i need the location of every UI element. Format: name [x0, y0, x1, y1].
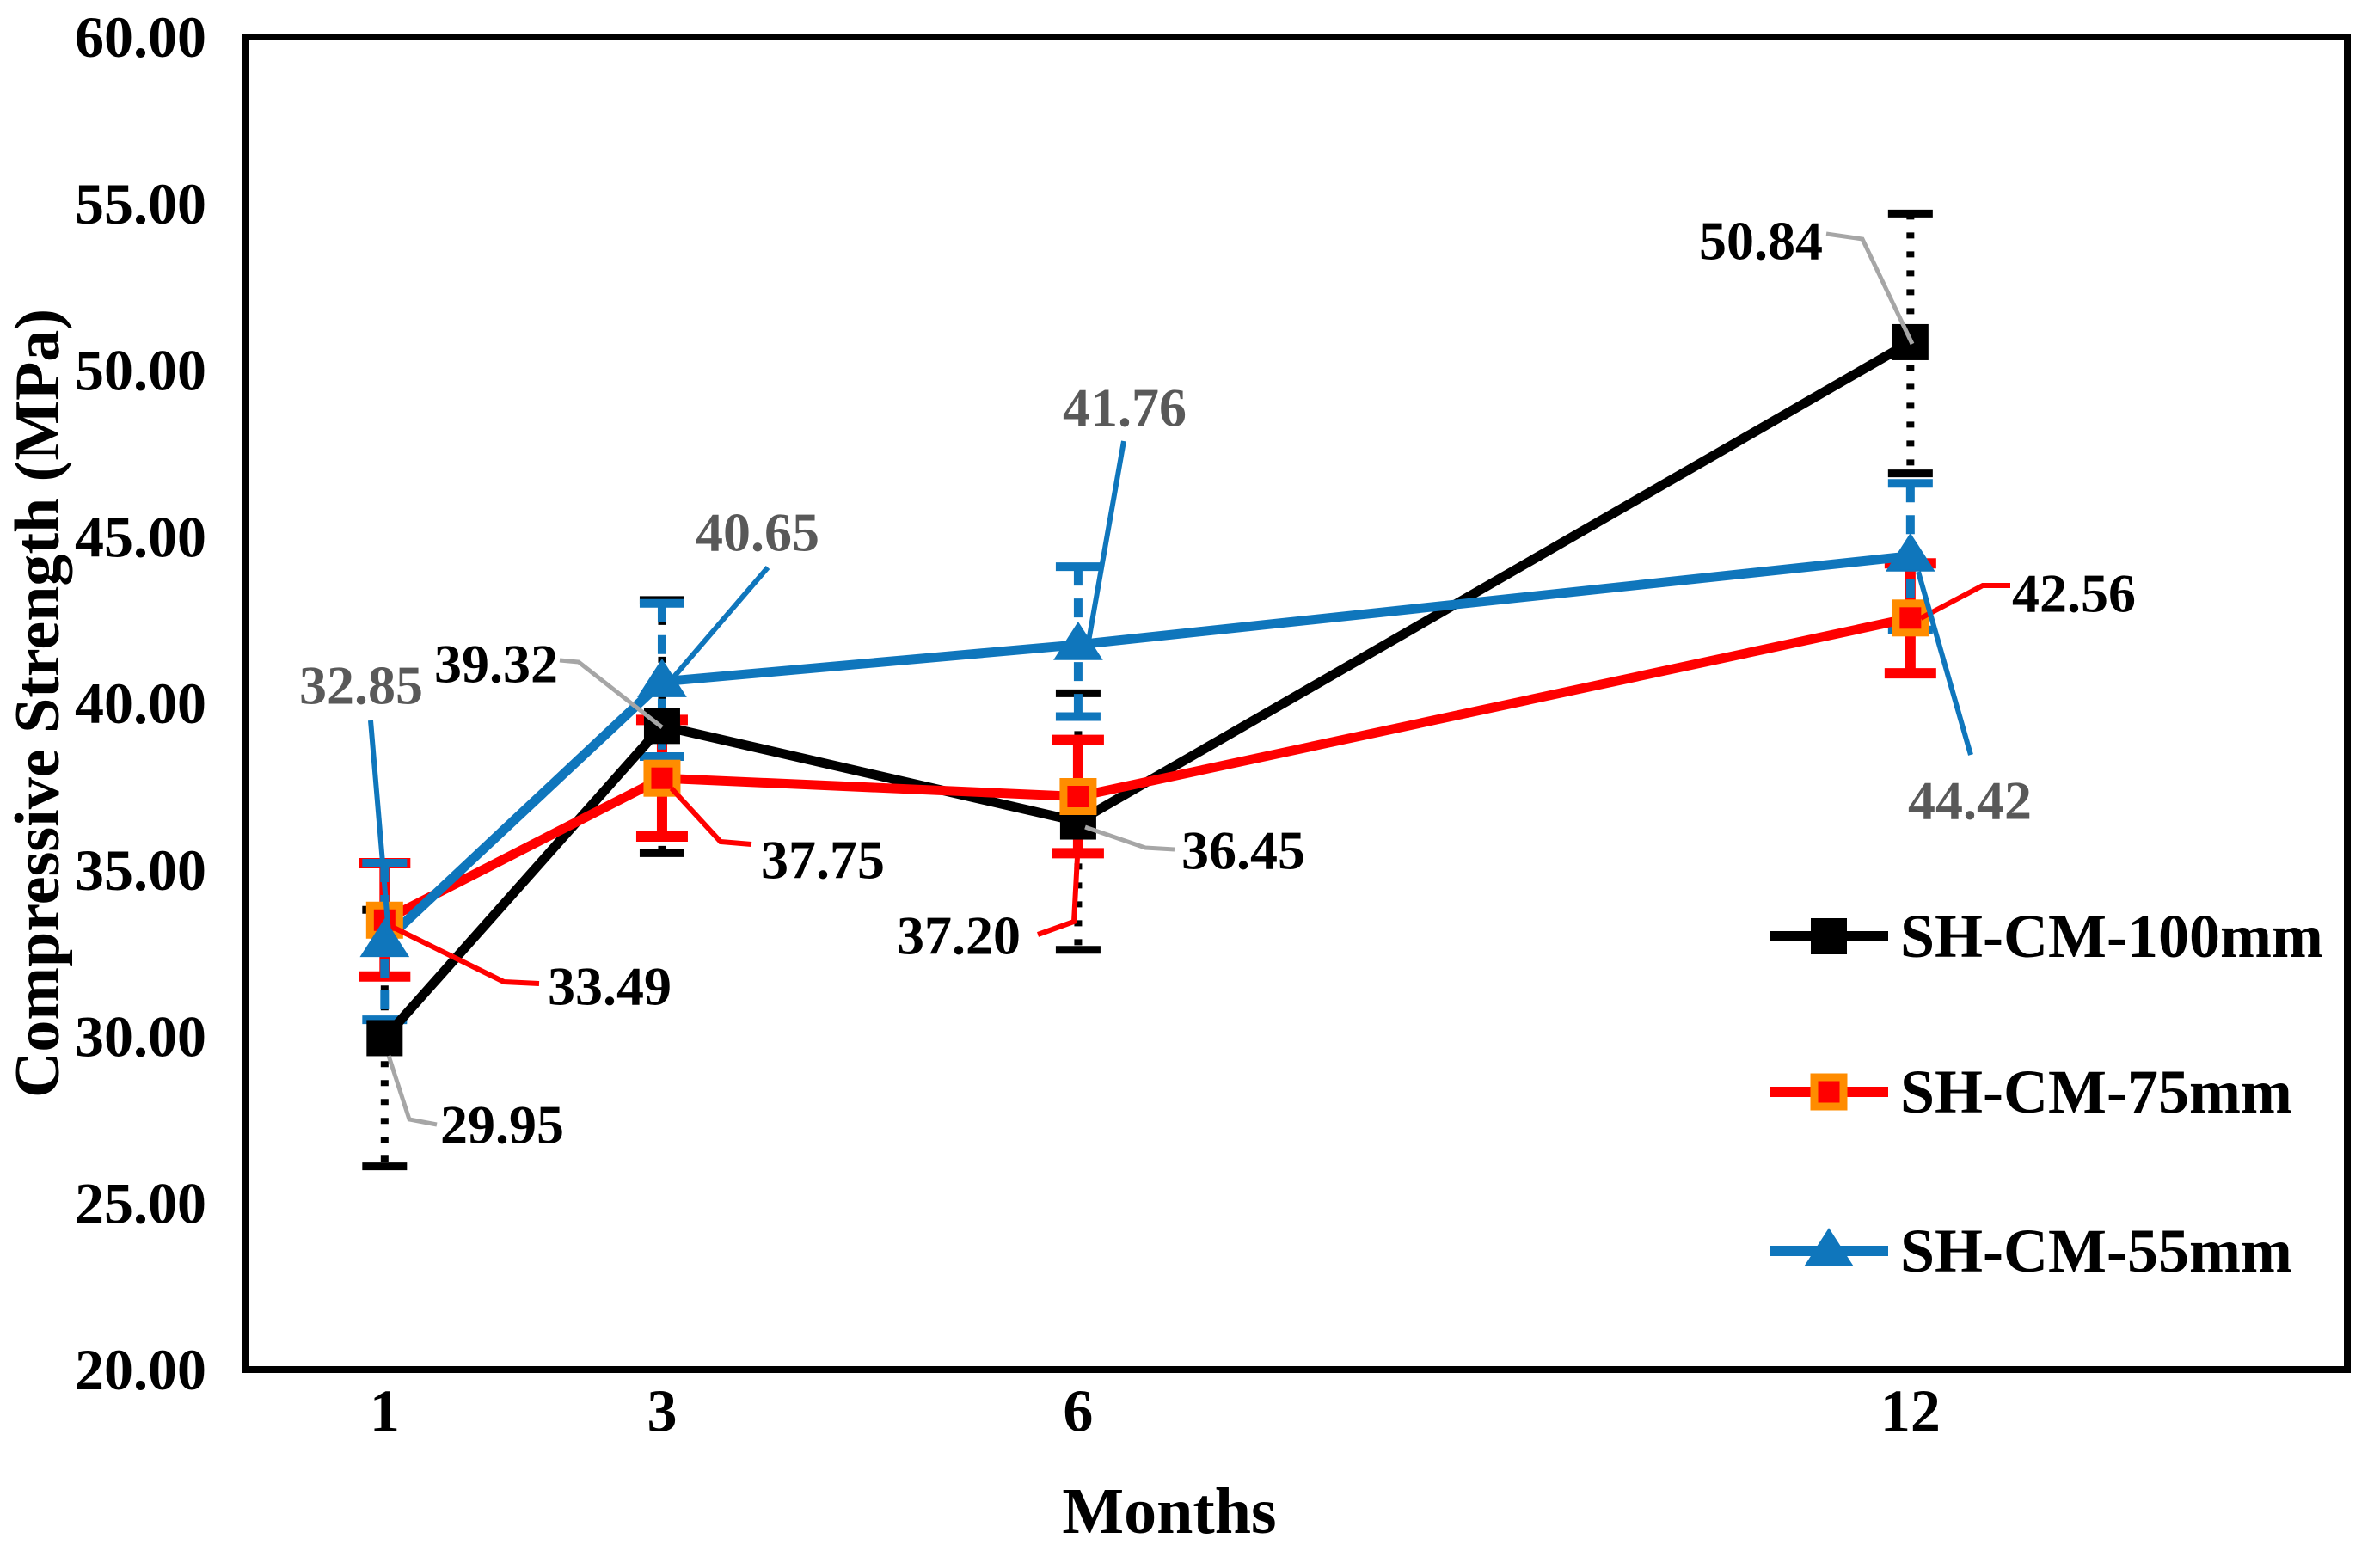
y-axis-tick-label: 25.00 — [75, 1170, 206, 1235]
x-axis-tick-label: 12 — [1880, 1379, 1941, 1445]
legend-label: SH-CM-75mm — [1900, 1057, 2292, 1126]
legend-item-SH-CM-100mm — [1770, 918, 1888, 954]
series-line-SH-CM-55mm — [379, 551, 1916, 947]
series-line-SH-CM-75mm — [379, 613, 1916, 925]
marker-SH-CM-100mm — [366, 1020, 403, 1057]
y-axis-tick-label: 45.00 — [75, 504, 206, 569]
legend-label: SH-CM-55mm — [1900, 1217, 2292, 1285]
marker-SH-CM-55mm — [359, 918, 410, 958]
annotation-leader-SH-CM-75mm — [1919, 583, 2010, 621]
marker-SH-CM-75mm — [1892, 599, 1929, 637]
annotation-leader-SH-CM-100mm — [1084, 824, 1175, 852]
y-axis-tick-label: 40.00 — [75, 671, 206, 736]
legend-label: SH-CM-100mm — [1900, 902, 2323, 971]
annotation-leader-SH-CM-100mm — [559, 658, 664, 729]
x-axis-tick-label: 3 — [647, 1379, 677, 1445]
legend-item-SH-CM-55mm — [1770, 1228, 1888, 1266]
annotation-label-SH-CM-100mm: 29.95 — [440, 1094, 564, 1155]
legend-item-SH-CM-75mm — [1770, 1073, 1888, 1111]
x-axis-title: Months — [1062, 1475, 1276, 1548]
annotation-leader-SH-CM-55mm — [1916, 571, 1973, 756]
marker-SH-CM-55mm — [1886, 532, 1935, 572]
marker-SH-CM-75mm — [1059, 778, 1097, 815]
y-axis-tick-label: 20.00 — [75, 1337, 206, 1402]
annotation-label-SH-CM-100mm: 39.32 — [434, 634, 558, 695]
annotation-label-SH-CM-55mm: 41.76 — [1063, 377, 1187, 438]
plot-border — [242, 34, 2351, 1373]
y-axis-tick-label: 55.00 — [75, 171, 206, 236]
annotation-leader-SH-CM-75mm — [669, 786, 752, 847]
y-axis-tick-label: 30.00 — [75, 1004, 206, 1070]
annotation-label-SH-CM-100mm: 50.84 — [1699, 211, 1823, 272]
y-axis-tick-label: 60.00 — [75, 4, 206, 70]
annotation-label-SH-CM-100mm: 36.45 — [1181, 820, 1305, 881]
x-axis-tick-label: 6 — [1063, 1379, 1093, 1445]
y-axis-title: Compressive Strength (MPa) — [3, 309, 73, 1098]
annotation-leader-SH-CM-100mm — [1825, 231, 1915, 346]
series-line-SH-CM-100mm — [379, 337, 1916, 1043]
annotation-leader-SH-CM-55mm — [661, 566, 770, 690]
annotation-leader-SH-CM-55mm — [368, 720, 391, 935]
annotation-label-SH-CM-55mm: 32.85 — [299, 655, 423, 716]
annotation-label-SH-CM-55mm: 44.42 — [1908, 770, 2032, 831]
y-axis-tick-label: 50.00 — [75, 338, 206, 403]
annotation-leader-SH-CM-100mm — [386, 1055, 438, 1127]
annotation-leader-SH-CM-75mm — [390, 924, 540, 986]
x-axis-tick-label: 1 — [370, 1379, 400, 1445]
legend-marker-square-icon — [1811, 918, 1847, 954]
error-bar-SH-CM-100mm — [1887, 209, 1933, 478]
y-axis-tick-label: 35.00 — [75, 837, 206, 903]
legend-marker-square-icon — [1810, 1073, 1848, 1111]
annotation-leader-SH-CM-55mm — [1086, 440, 1126, 642]
annotation-label-SH-CM-75mm: 37.75 — [761, 830, 885, 891]
annotation-label-SH-CM-75mm: 37.20 — [897, 905, 1021, 966]
annotation-leader-SH-CM-75mm — [1036, 840, 1081, 937]
legend-marker-triangle-icon — [1804, 1228, 1854, 1266]
annotation-label-SH-CM-55mm: 40.65 — [696, 502, 819, 563]
marker-SH-CM-75mm — [643, 759, 681, 797]
annotation-label-SH-CM-75mm: 42.56 — [2012, 563, 2136, 624]
annotation-label-SH-CM-75mm: 33.49 — [548, 956, 672, 1017]
